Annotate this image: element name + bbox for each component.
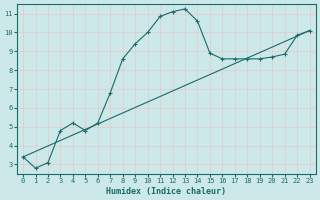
X-axis label: Humidex (Indice chaleur): Humidex (Indice chaleur) <box>106 187 226 196</box>
